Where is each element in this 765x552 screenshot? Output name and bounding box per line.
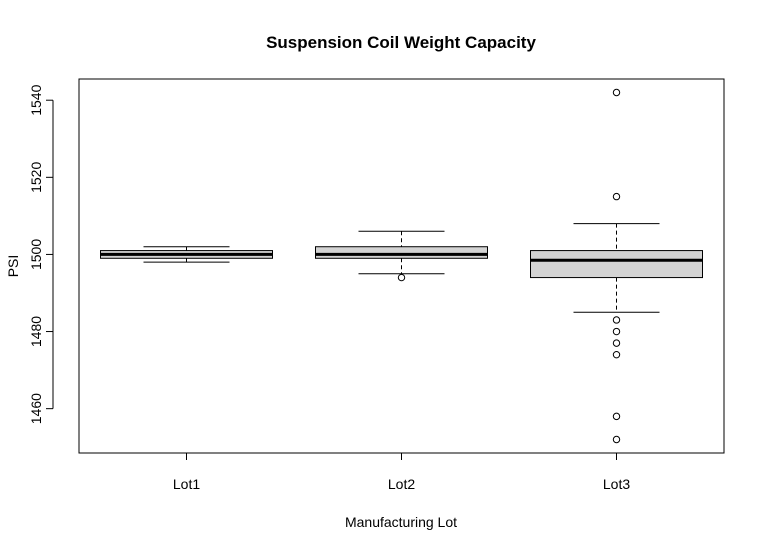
outlier-point [612, 316, 621, 324]
outlier-point [612, 412, 621, 421]
y-tick-label: 1480 [28, 316, 44, 347]
y-axis-label: PSI [5, 255, 21, 278]
x-tick-label: Lot2 [388, 476, 415, 492]
outlier-point [397, 273, 406, 282]
y-tick-label: 1460 [28, 393, 44, 424]
outlier-point [612, 88, 621, 97]
box-lot3 [530, 88, 703, 444]
outlier-point [612, 339, 621, 347]
y-axis: 1460 1480 1500 1520 1540 [28, 84, 54, 424]
x-axis: Lot1 Lot2 Lot3 [173, 452, 630, 492]
iqr-box [315, 246, 488, 259]
x-tick-label: Lot3 [603, 476, 630, 492]
y-tick-label: 1520 [28, 162, 44, 193]
box-lot1 [100, 246, 273, 263]
iqr-box [530, 250, 703, 279]
outlier-point [612, 192, 621, 201]
outlier-point [612, 435, 621, 444]
chart-title: Suspension Coil Weight Capacity [266, 33, 536, 52]
outlier-point [612, 327, 621, 336]
x-tick-label: Lot1 [173, 476, 200, 492]
boxes-group [100, 88, 703, 444]
x-axis-label: Manufacturing Lot [345, 514, 457, 530]
outlier-point [612, 350, 621, 359]
box-lot2 [315, 230, 488, 282]
y-tick-label: 1540 [28, 84, 44, 115]
y-tick-label: 1500 [28, 239, 44, 270]
